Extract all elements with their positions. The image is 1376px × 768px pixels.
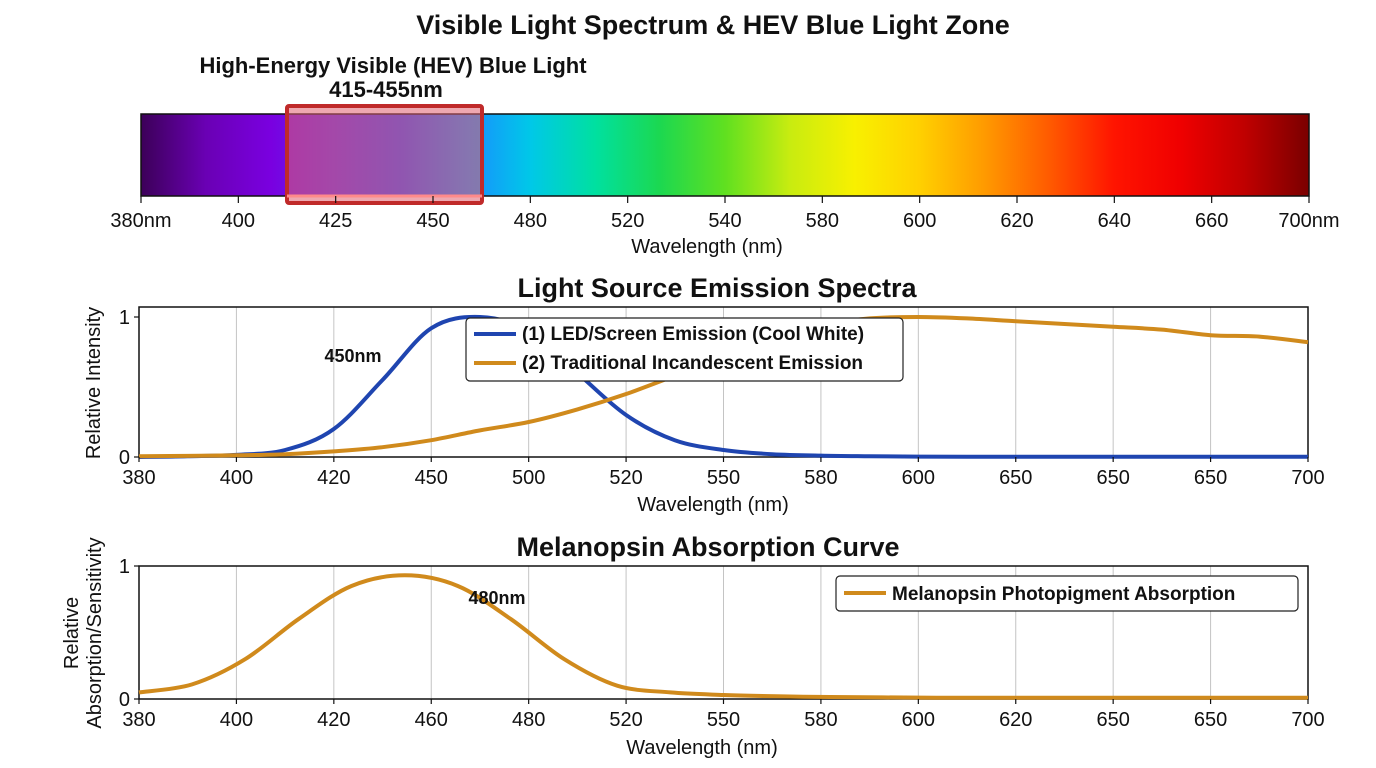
x-tick-label: 550 (707, 467, 740, 489)
hev-label: High-Energy Visible (HEV) Blue Light (199, 53, 587, 78)
spectrum-tick-label: 480 (514, 210, 547, 232)
melanopsin-panel: Melanopsin Absorption Curve 380 400 420 460… (61, 532, 1325, 759)
x-tick-label: 400 (220, 709, 253, 731)
melanopsin-ylabel-text: RelativeAbsorption/Sensitivity (61, 537, 106, 728)
emission-ticks: 380 400 420 450 500 520 550 580 600 650 650 650 700 0… (119, 307, 1325, 489)
x-tick-label: 650 (1096, 467, 1129, 489)
spectrum-tick-label: 520 (611, 210, 644, 232)
melanopsin-legend: Melanopsin Photopigment Absorption (835, 575, 1299, 612)
spectrum-tick-label: 540 (708, 210, 741, 232)
legend-label-melanopsin: Melanopsin Photopigment Absorption (892, 584, 1235, 605)
x-tick-label: 500 (512, 467, 545, 489)
x-tick-label: 580 (804, 467, 837, 489)
melanopsin-ylabel: RelativeAbsorption/Sensitivity (61, 537, 106, 728)
x-tick-label: 480 (512, 709, 545, 731)
x-tick-label: 420 (317, 467, 350, 489)
melanopsin-title: Melanopsin Absorption Curve (516, 532, 899, 562)
x-tick-label: 620 (999, 709, 1032, 731)
hev-range-label: 415-455nm (329, 77, 443, 102)
emission-ylabel: Relative Intensity (83, 307, 105, 459)
spectrum-tick-label: 450 (416, 210, 449, 232)
melanopsin-grid (235, 566, 1212, 699)
spectrum-tick-label: 700nm (1278, 210, 1339, 232)
melanopsin-peak-label: 480nm (468, 588, 525, 608)
melanopsin-legend-box (835, 575, 1299, 612)
spectrum-tick-label: 425 (319, 210, 352, 232)
legend-label-incandescent: (2) Traditional Incandescent Emission (522, 353, 863, 374)
spectrum-ticks: 380nm 400 425 450 480 520 540 580 600 620 640 660 70… (110, 196, 1340, 232)
x-tick-label: 520 (609, 709, 642, 731)
spectrum-tick-label: 640 (1098, 210, 1131, 232)
emission-panel: Light Source Emission Spectra 380 400 420 4… (83, 273, 1325, 516)
x-tick-label: 650 (1096, 709, 1129, 731)
emission-peak-label: 450nm (324, 346, 381, 366)
spectrum-tick-label: 620 (1000, 210, 1033, 232)
x-tick-label: 420 (317, 709, 350, 731)
x-tick-label: 380 (122, 709, 155, 731)
x-tick-label: 580 (804, 709, 837, 731)
x-tick-label: 400 (220, 467, 253, 489)
series-line (138, 314, 1308, 459)
x-tick-label: 450 (415, 467, 448, 489)
x-tick-label: 600 (902, 467, 935, 489)
spectrum-panel: High-Energy Visible (HEV) Blue Light 415… (110, 53, 1339, 258)
x-tick-label: 700 (1291, 467, 1324, 489)
x-tick-label: 650 (999, 467, 1032, 489)
emission-title: Light Source Emission Spectra (517, 273, 917, 303)
y-tick-label: 0 (119, 689, 130, 711)
y-tick-label: 1 (119, 556, 130, 578)
x-tick-label: 700 (1291, 709, 1324, 731)
hev-highlight-box (285, 104, 484, 205)
figure-title: Visible Light Spectrum & HEV Blue Light … (416, 10, 1010, 40)
spectrum-tick-label: 600 (903, 210, 936, 232)
emission-legend-box (465, 317, 904, 382)
x-tick-label: 600 (902, 709, 935, 731)
x-tick-label: 520 (609, 467, 642, 489)
spectrum-tick-label: 380nm (110, 210, 171, 232)
legend-label-led: (1) LED/Screen Emission (Cool White) (522, 324, 864, 345)
y-tick-label: 0 (119, 447, 130, 469)
series-line (138, 573, 1308, 700)
melanopsin-curves (138, 573, 1308, 700)
melanopsin-ticks: 380 400 420 460 480 520 550 580 600 620 650 650 700 0… (119, 556, 1325, 731)
spectrum-tick-label: 580 (806, 210, 839, 232)
emission-xlabel: Wavelength (nm) (637, 494, 789, 516)
spectrum-xlabel: Wavelength (nm) (631, 236, 783, 258)
hev-zone (285, 104, 484, 205)
spectrum-tick-label: 660 (1195, 210, 1228, 232)
x-tick-label: 550 (707, 709, 740, 731)
x-tick-label: 380 (122, 467, 155, 489)
x-tick-label: 650 (1194, 467, 1227, 489)
emission-legend: (1) LED/Screen Emission (Cool White) (2)… (465, 317, 904, 382)
melanopsin-xlabel: Wavelength (nm) (626, 737, 778, 759)
spectrum-tick-label: 400 (222, 210, 255, 232)
y-tick-label: 1 (119, 307, 130, 329)
x-tick-label: 650 (1194, 709, 1227, 731)
x-tick-label: 460 (415, 709, 448, 731)
